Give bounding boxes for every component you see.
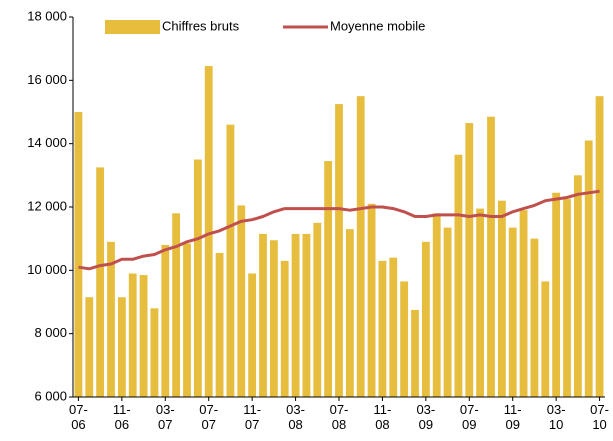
x-tick-label: 07-08 [329,402,349,432]
y-tick-label: 12 000 [27,198,67,213]
bar [519,210,528,397]
bar [107,241,115,397]
bar [389,257,398,397]
bar [476,208,485,397]
moving-average-line [78,189,600,271]
bar [237,205,246,397]
legend-swatch [105,20,160,34]
bar [280,260,289,397]
bar [139,275,148,397]
bar [400,281,409,397]
y-tick-label: 14 000 [27,135,67,150]
x-tick-label: 11-08 [373,402,392,432]
bar [367,203,376,397]
bar [465,123,474,397]
bar [595,96,604,398]
bar [421,241,430,397]
x-tick-label: 07-06 [69,402,88,432]
bar [161,245,170,397]
x-tick-label: 11-07 [243,402,262,432]
x-tick-label: 03-10 [546,402,566,432]
y-tick-label: 8 000 [34,325,67,340]
bar [193,159,202,397]
bar [85,297,94,397]
bar [150,308,159,397]
x-tick-label: 07-10 [590,402,609,432]
bar [269,240,278,397]
y-tick-label: 16 000 [27,72,67,87]
bar [454,154,463,397]
bar [508,227,517,397]
y-tick-label: 18 000 [27,8,67,23]
bar [215,252,224,397]
x-tick-label: 03-08 [286,402,305,432]
bar [573,175,582,397]
legend-label: Moyenne mobile [330,18,425,33]
x-tick-label: 03-07 [155,402,175,432]
x-tick-label: 11-09 [503,402,522,432]
bar [96,167,105,397]
bar [487,116,495,397]
bar [324,161,333,397]
x-tick-label: 07-09 [459,402,479,432]
bar [345,229,354,397]
bar [226,124,235,398]
y-tick-label: 10 000 [27,262,67,277]
bar [172,213,181,397]
bar [335,104,343,397]
bar [443,227,452,397]
bar [497,200,506,397]
bar [432,213,441,397]
y-tick-label: 6 000 [34,388,67,403]
bar [584,140,593,397]
bar [204,66,213,397]
bar [563,199,571,397]
bar [117,297,126,397]
x-tick-label: 11-06 [112,402,131,432]
legend-label: Chiffres bruts [162,18,240,33]
bar [183,243,191,397]
bar [530,238,539,397]
bar [356,96,365,398]
bar [259,233,267,397]
bar [74,112,83,397]
bar [378,260,387,397]
bar [248,273,257,397]
bar [291,233,300,397]
bar [128,273,137,397]
bar [552,192,561,397]
x-tick-label: 03-09 [416,402,436,432]
bar [302,233,311,397]
x-tick-label: 07-07 [199,402,219,432]
bar [411,309,419,397]
bar [541,281,550,397]
bar [313,222,322,397]
